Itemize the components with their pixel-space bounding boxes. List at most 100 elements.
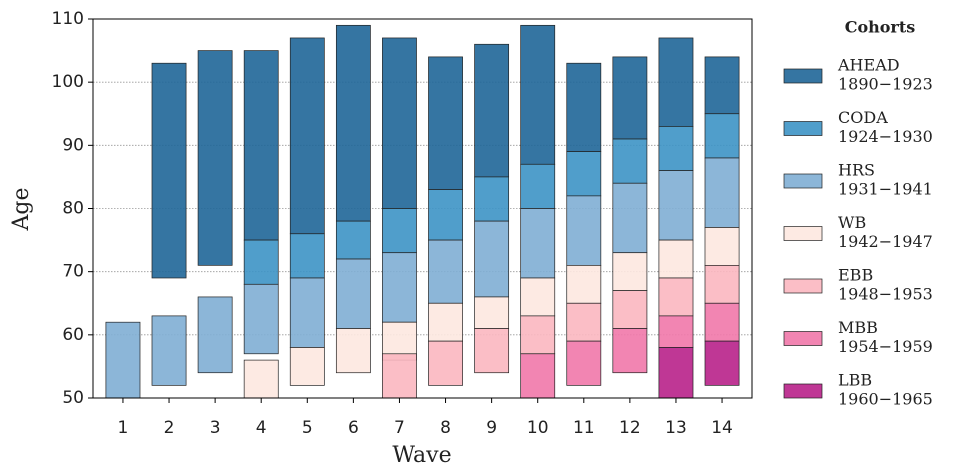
bar: [704, 302, 740, 342]
bar: [704, 340, 740, 386]
bar: [428, 239, 463, 304]
legend-swatch: [783, 278, 823, 294]
bar: [612, 328, 648, 374]
bar: [474, 43, 510, 178]
legend-swatch: [783, 331, 823, 346]
legend-label: AHEAD: [837, 56, 900, 75]
bar: [243, 283, 279, 355]
bar: [612, 290, 648, 329]
bar: [520, 208, 556, 279]
x-tick-label: 11: [573, 418, 595, 438]
x-tick-label: 3: [210, 418, 221, 438]
legend-swatch: [783, 173, 823, 189]
bar: [658, 277, 694, 317]
x-tick-label: 12: [619, 418, 641, 438]
bar: [520, 353, 556, 399]
bar: [566, 151, 602, 197]
x-tick-label: 2: [164, 418, 175, 438]
bar: [474, 176, 510, 222]
legend-period: 1890−1923: [838, 75, 933, 94]
bar: [658, 126, 694, 171]
bar: [335, 220, 371, 260]
bar: [520, 277, 556, 317]
legend-period: 1931−1941: [838, 180, 933, 199]
bar: [335, 258, 371, 329]
bar: [658, 170, 694, 241]
legend-swatch: [783, 383, 823, 399]
legend-period: 1960−1965: [838, 390, 933, 409]
bar: [474, 296, 510, 329]
x-tick-label: 4: [256, 418, 267, 438]
y-tick-label: 70: [62, 262, 84, 282]
y-tick-label: 60: [62, 325, 84, 345]
bar: [704, 113, 740, 159]
y-tick-label: 80: [62, 199, 84, 219]
bar: [382, 208, 417, 254]
x-tick-label: 7: [394, 418, 405, 438]
bar: [704, 227, 740, 266]
bar: [520, 315, 556, 355]
bar: [243, 359, 279, 399]
bar: [704, 265, 740, 304]
bar: [289, 37, 325, 235]
bar: [566, 302, 602, 342]
legend-title: Cohorts: [845, 18, 916, 37]
bar: [428, 302, 463, 342]
bar: [566, 265, 602, 304]
y-tick-label: 100: [52, 72, 84, 92]
bar: [428, 340, 463, 386]
bar: [474, 328, 510, 374]
bar: [151, 62, 187, 279]
bar: [382, 353, 417, 399]
bar: [520, 24, 556, 165]
bar: [520, 163, 556, 209]
bar: [289, 347, 325, 386]
y-tick-label: 50: [62, 388, 84, 408]
bar: [566, 62, 602, 153]
bar: [612, 252, 648, 291]
legend-period: 1924−1930: [838, 127, 933, 146]
y-axis-label: Age: [9, 188, 34, 232]
plot-frame: [92, 18, 753, 399]
x-axis-label: Wave: [392, 443, 451, 467]
y-tick-label: 90: [62, 135, 84, 155]
legend-label: WB: [838, 213, 866, 232]
legend-label: LBB: [838, 371, 872, 390]
bar: [335, 24, 371, 222]
bar: [566, 195, 602, 266]
x-tick-label: 5: [302, 418, 313, 438]
bar: [243, 50, 279, 241]
bar: [335, 328, 371, 374]
bar: [289, 277, 325, 348]
bar: [197, 296, 233, 374]
bar: [382, 252, 417, 323]
bar: [566, 340, 602, 386]
bar: [612, 56, 648, 140]
legend-label: MBB: [838, 318, 878, 337]
x-tick-label: 8: [440, 418, 451, 438]
bar: [658, 315, 694, 348]
legend-label: CODA: [838, 108, 888, 127]
bar: [428, 56, 463, 190]
bar: [382, 37, 417, 209]
bar: [428, 189, 463, 241]
bar: [612, 138, 648, 184]
bar: [704, 56, 740, 115]
legend-period: 1942−1947: [838, 232, 933, 251]
bar: [474, 220, 510, 298]
x-tick-label: 14: [711, 418, 733, 438]
bar: [658, 239, 694, 279]
legend-label: EBB: [838, 266, 873, 285]
x-tick-label: 10: [527, 418, 549, 438]
x-tick-label: 1: [118, 418, 129, 438]
y-tick-label: 110: [52, 9, 84, 29]
x-tick-label: 13: [665, 418, 687, 438]
legend-period: 1954−1959: [838, 337, 933, 356]
bar: [105, 321, 141, 399]
bar: [151, 315, 187, 386]
bar: [243, 239, 279, 285]
legend-swatch: [783, 121, 823, 136]
legend-period: 1948−1953: [838, 285, 933, 304]
bar: [704, 157, 740, 228]
